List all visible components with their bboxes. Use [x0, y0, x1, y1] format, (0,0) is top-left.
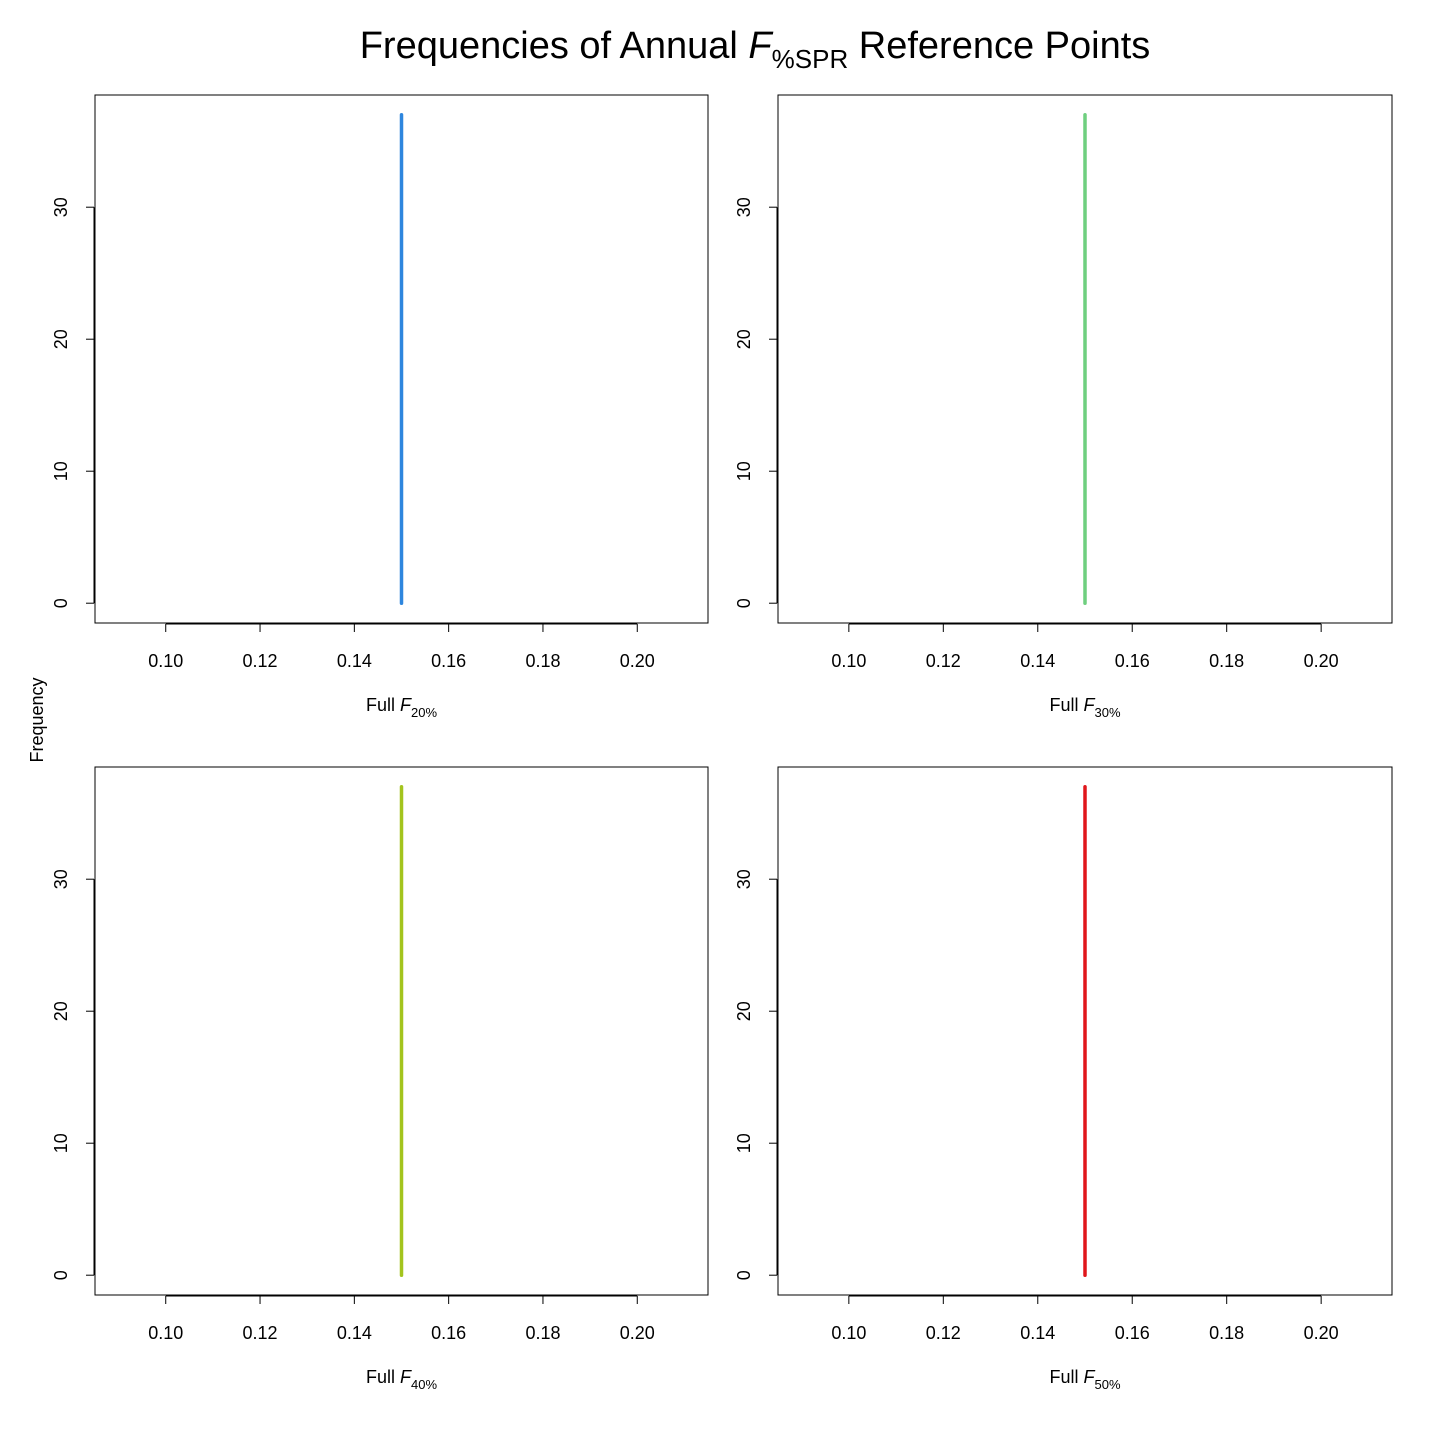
- x-axis-label-subscript: 50%: [1094, 1377, 1120, 1392]
- x-tick-label: 0.16: [431, 1323, 466, 1343]
- x-tick-label: 0.16: [1115, 1323, 1150, 1343]
- panel-3: 0.10 0.12 0.14 0.16 0.18 0.20 0 10 20 30 Full F40%: [51, 766, 709, 1392]
- x-tick-label: 0.16: [1115, 651, 1150, 671]
- x-tick-label: 0.14: [337, 1323, 372, 1343]
- x-tick-label: 0.14: [1020, 651, 1055, 671]
- x-tick-label: 0.20: [620, 651, 655, 671]
- y-tick-label: 20: [734, 1001, 754, 1021]
- x-axis-label-symbol: F: [1083, 1367, 1095, 1387]
- y-tick-label: 0: [51, 598, 71, 608]
- x-axis-label-prefix: Full: [1049, 695, 1083, 715]
- y-tick-label: 0: [51, 1270, 71, 1280]
- plot-frame: [94, 94, 709, 624]
- x-axis-label-prefix: Full: [366, 695, 400, 715]
- x-tick-label: 0.10: [148, 651, 183, 671]
- x-tick-label: 0.20: [620, 1323, 655, 1343]
- x-tick-label: 0.14: [337, 651, 372, 671]
- plot-frame: [777, 94, 1393, 624]
- chart-title-symbol: F: [748, 25, 773, 67]
- x-axis-label: Full F30%: [1049, 695, 1120, 720]
- y-tick-label: 30: [51, 197, 71, 217]
- x-axis-label-symbol: F: [1083, 695, 1095, 715]
- y-tick-label: 0: [734, 598, 754, 608]
- x-tick-label: 0.10: [831, 651, 866, 671]
- x-axis-label-subscript: 40%: [411, 1377, 437, 1392]
- x-tick-label: 0.18: [1209, 651, 1244, 671]
- chart-title-subscript: %SPR: [772, 44, 849, 74]
- y-tick-label: 20: [51, 1001, 71, 1021]
- y-tick-label: 30: [734, 197, 754, 217]
- y-tick-label: 20: [734, 329, 754, 349]
- x-axis-label-subscript: 20%: [411, 705, 437, 720]
- y-tick-label: 30: [734, 869, 754, 889]
- shared-y-axis-label: Frequency: [27, 677, 47, 762]
- chart-title-suffix: Reference Points: [848, 25, 1150, 67]
- x-axis-label-symbol: F: [400, 695, 412, 715]
- x-axis-label: Full F20%: [366, 695, 437, 720]
- x-axis-label-prefix: Full: [1049, 1367, 1083, 1387]
- x-axis-label-subscript: 30%: [1094, 705, 1120, 720]
- y-tick-label: 10: [734, 461, 754, 481]
- y-tick-label: 0: [734, 1270, 754, 1280]
- x-tick-label: 0.10: [148, 1323, 183, 1343]
- y-tick-label: 30: [51, 869, 71, 889]
- x-tick-label: 0.16: [431, 651, 466, 671]
- panel-4: 0.10 0.12 0.14 0.16 0.18 0.20 0 10 20 30 Full F50%: [734, 766, 1393, 1392]
- x-tick-label: 0.14: [1020, 1323, 1055, 1343]
- plot-frame: [94, 766, 709, 1296]
- x-tick-label: 0.18: [525, 1323, 560, 1343]
- x-tick-label: 0.20: [1304, 651, 1339, 671]
- panel-2: 0.10 0.12 0.14 0.16 0.18 0.20 0 10 20 30 Full F30%: [734, 94, 1393, 720]
- panel-1: 0.10 0.12 0.14 0.16 0.18 0.20 0 10 20 30 Full F20%: [51, 94, 709, 720]
- x-tick-label: 0.12: [243, 651, 278, 671]
- x-axis-label: Full F50%: [1049, 1367, 1120, 1392]
- x-tick-label: 0.12: [926, 1323, 961, 1343]
- x-tick-label: 0.18: [525, 651, 560, 671]
- x-axis-label: Full F40%: [366, 1367, 437, 1392]
- x-axis-label-prefix: Full: [366, 1367, 400, 1387]
- chart-title-prefix: Frequencies of Annual: [360, 25, 749, 67]
- x-tick-label: 0.12: [243, 1323, 278, 1343]
- plot-frame: [777, 766, 1393, 1296]
- y-tick-label: 20: [51, 329, 71, 349]
- x-tick-label: 0.20: [1304, 1323, 1339, 1343]
- x-axis-label-symbol: F: [400, 1367, 412, 1387]
- x-tick-label: 0.10: [831, 1323, 866, 1343]
- chart-title: Frequencies of Annual F%SPR Reference Po…: [360, 25, 1151, 74]
- x-tick-label: 0.12: [926, 651, 961, 671]
- y-tick-label: 10: [51, 1133, 71, 1153]
- y-tick-label: 10: [734, 1133, 754, 1153]
- y-tick-label: 10: [51, 461, 71, 481]
- x-tick-label: 0.18: [1209, 1323, 1244, 1343]
